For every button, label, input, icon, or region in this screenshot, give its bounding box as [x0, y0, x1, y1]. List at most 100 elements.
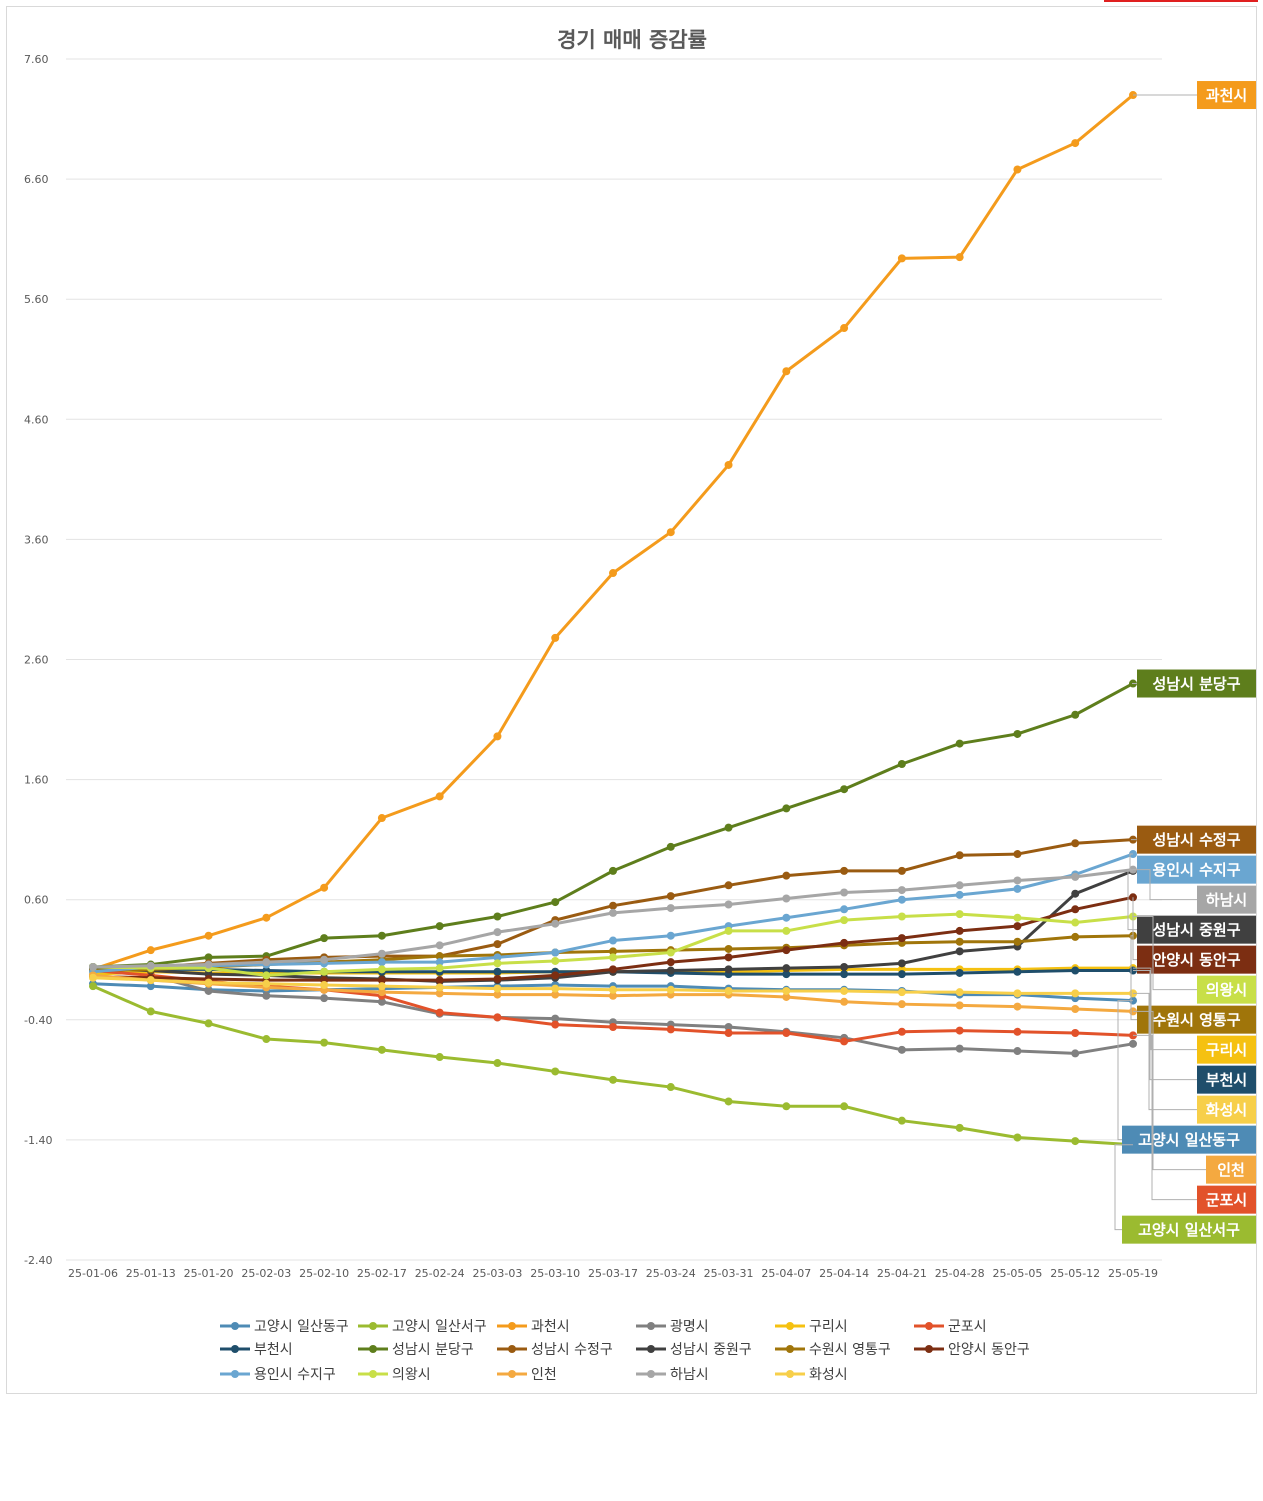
data-point: [146, 961, 155, 970]
legend-item: 의왕시: [358, 1367, 431, 1383]
data-point: [782, 992, 791, 1001]
data-point: [89, 962, 97, 971]
data-point: [1013, 922, 1022, 931]
legend-item: 고양시 일산동구: [220, 1319, 349, 1335]
x-tick-label: 25-05-05: [992, 1267, 1042, 1280]
legend-label: 고양시 일산서구: [392, 1319, 487, 1335]
data-point: [840, 905, 849, 914]
data-point: [551, 984, 560, 993]
end-label-box: [1137, 855, 1256, 884]
data-point: [724, 1023, 733, 1032]
data-point: [666, 528, 675, 537]
leader-line: [1133, 1034, 1197, 1201]
data-point: [897, 1000, 906, 1009]
y-tick-label: -1.40: [24, 1134, 52, 1147]
data-point: [435, 952, 444, 961]
data-point: [840, 970, 849, 979]
data-point: [262, 913, 271, 922]
data-point: [262, 991, 271, 1000]
end-label: 군포시: [1133, 1034, 1256, 1214]
data-point: [435, 1008, 444, 1017]
data-point: [435, 976, 444, 985]
data-point: [782, 367, 791, 376]
x-tick-label: 25-04-28: [935, 1267, 985, 1280]
end-label-box: [1137, 825, 1256, 854]
legend-label: 인천: [531, 1367, 557, 1383]
legend-label: 성남시 수정구: [531, 1342, 613, 1358]
data-point: [1013, 989, 1022, 998]
end-label: 인천: [1133, 1010, 1256, 1184]
data-point: [782, 804, 791, 813]
end-label-box: [1137, 669, 1256, 698]
data-point: [782, 986, 791, 995]
end-label: 고양시 일산서구: [1114, 1144, 1256, 1244]
data-point: [955, 1044, 964, 1053]
end-label-text: 성남시 분당구: [1152, 675, 1240, 693]
x-tick-label: 25-04-07: [761, 1267, 811, 1280]
data-point: [377, 949, 386, 958]
legend-label: 하남시: [670, 1367, 709, 1383]
y-tick-label: -2.40: [24, 1254, 52, 1267]
data-point: [204, 986, 213, 995]
end-label-text: 의왕시: [1206, 981, 1247, 999]
data-point: [609, 991, 617, 1000]
data-point: [1013, 729, 1022, 738]
data-point: [609, 901, 617, 910]
end-label-text: 화성시: [1206, 1101, 1247, 1119]
leader-line: [1133, 967, 1197, 1051]
data-point: [724, 900, 733, 909]
legend-label: 의왕시: [392, 1367, 431, 1383]
data-point: [666, 966, 675, 975]
data-point: [89, 982, 97, 991]
data-point: [377, 976, 386, 985]
legend-item: 성남시 수정구: [497, 1342, 613, 1358]
end-label-box: [1197, 1095, 1256, 1124]
data-point: [1013, 1047, 1022, 1056]
leader-line: [1133, 869, 1197, 901]
data-point: [320, 994, 329, 1003]
data-point: [609, 866, 617, 875]
data-point: [262, 971, 271, 980]
data-point: [897, 934, 906, 943]
data-point: [609, 947, 617, 956]
y-tick-label: 5.60: [24, 293, 49, 306]
data-point: [840, 916, 849, 925]
data-point: [1013, 1027, 1022, 1036]
data-point: [377, 958, 386, 967]
leader-line: [1132, 897, 1137, 961]
end-label-text: 하남시: [1206, 891, 1247, 909]
data-point: [377, 982, 386, 991]
x-tick-label: 25-03-10: [530, 1267, 580, 1280]
data-point: [377, 965, 386, 974]
series-의왕시: [89, 910, 1137, 980]
data-point: [955, 910, 964, 919]
data-point: [320, 955, 329, 964]
data-point: [666, 892, 675, 901]
end-label-text: 구리시: [1206, 1041, 1247, 1059]
x-tick-label: 25-01-20: [184, 1267, 234, 1280]
data-point: [1071, 1004, 1080, 1013]
legend-label: 용인시 수지구: [254, 1367, 336, 1383]
legend-item: 수원시 영통구: [775, 1342, 891, 1358]
data-point: [724, 953, 733, 962]
x-tick-label: 25-05-19: [1108, 1267, 1158, 1280]
data-point: [551, 971, 560, 980]
series-성남시 분당구: [89, 679, 1137, 971]
data-point: [262, 1035, 271, 1044]
data-point: [435, 1053, 444, 1062]
data-point: [955, 968, 964, 977]
data-point: [666, 842, 675, 851]
data-point: [955, 1026, 964, 1035]
end-label-text: 군포시: [1206, 1191, 1247, 1209]
data-point: [204, 960, 213, 969]
end-label-box: [1197, 1035, 1256, 1064]
data-point: [435, 964, 444, 973]
data-point: [493, 1059, 502, 1068]
data-point: [493, 953, 502, 962]
data-point: [724, 944, 733, 953]
data-point: [262, 958, 271, 967]
end-label: 구리시: [1133, 967, 1256, 1064]
legend-marker: [231, 1370, 239, 1378]
